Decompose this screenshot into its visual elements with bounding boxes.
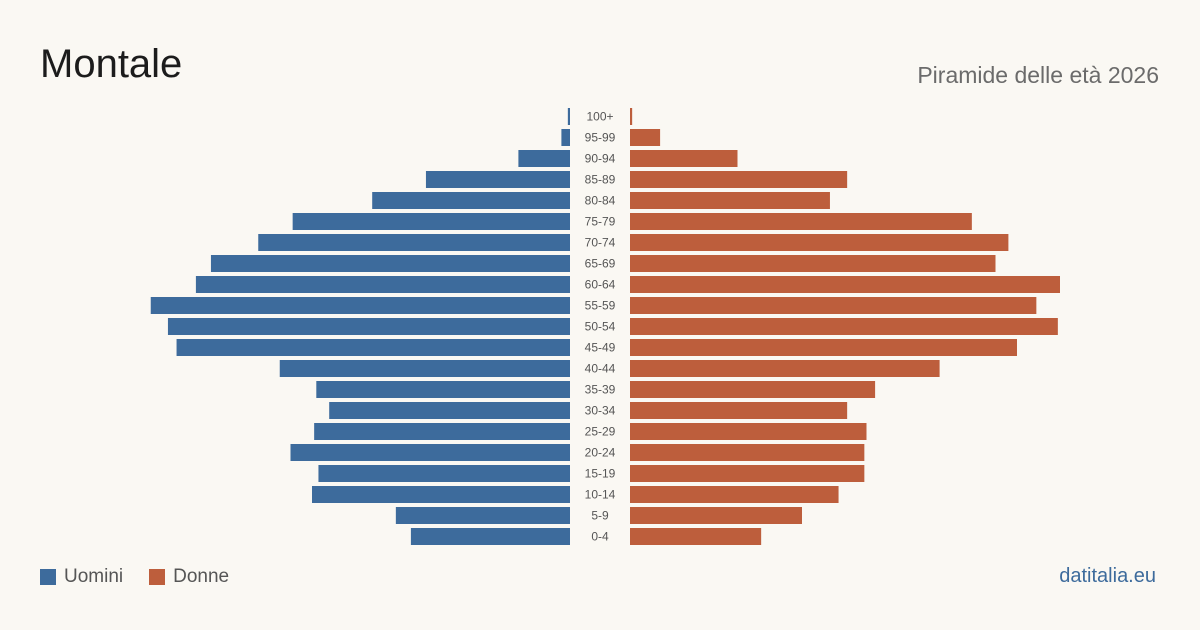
- bar-female-25-29: [630, 423, 867, 440]
- bar-male-15-19: [318, 465, 570, 482]
- bar-female-40-44: [630, 360, 940, 377]
- bar-male-20-24: [290, 444, 570, 461]
- bar-male-25-29: [314, 423, 570, 440]
- age-label-5-9: 5-9: [591, 509, 609, 523]
- legend-swatch-female: [149, 569, 166, 585]
- bar-female-80-84: [630, 192, 830, 209]
- bar-male-10-14: [312, 486, 570, 503]
- age-label-0-4: 0-4: [591, 530, 609, 544]
- age-label-10-14: 10-14: [585, 488, 616, 502]
- age-label-35-39: 35-39: [585, 383, 616, 397]
- bar-female-100plus: [630, 108, 633, 125]
- bar-female-35-39: [630, 381, 876, 398]
- bar-female-15-19: [630, 465, 865, 482]
- bar-female-95-99: [630, 129, 661, 146]
- bar-female-85-89: [630, 171, 848, 188]
- bar-female-45-49: [630, 339, 1017, 356]
- age-label-75-79: 75-79: [585, 215, 616, 229]
- age-label-80-84: 80-84: [585, 194, 616, 208]
- bar-male-80-84: [372, 192, 570, 209]
- bar-male-45-49: [176, 339, 571, 356]
- bar-female-55-59: [630, 297, 1037, 314]
- age-label-55-59: 55-59: [585, 299, 616, 313]
- legend-swatch-male: [40, 569, 56, 585]
- bar-male-95-99: [561, 129, 570, 146]
- bar-male-30-34: [329, 402, 570, 419]
- bar-female-90-94: [630, 150, 738, 167]
- age-label-60-64: 60-64: [585, 278, 616, 292]
- bar-male-60-64: [195, 276, 570, 293]
- age-label-40-44: 40-44: [585, 362, 616, 376]
- bar-male-85-89: [425, 171, 570, 188]
- bar-male-100plus: [567, 108, 570, 125]
- bar-male-90-94: [518, 150, 570, 167]
- bar-female-60-64: [630, 276, 1060, 293]
- age-label-45-49: 45-49: [585, 341, 616, 355]
- chart-title: Montale: [40, 42, 183, 86]
- age-label-70-74: 70-74: [585, 236, 616, 250]
- bar-female-20-24: [630, 444, 865, 461]
- age-label-15-19: 15-19: [585, 467, 616, 481]
- age-label-30-34: 30-34: [585, 404, 616, 418]
- age-label-100plus: 100+: [586, 110, 613, 124]
- bar-female-75-79: [630, 213, 972, 230]
- age-label-90-94: 90-94: [585, 152, 616, 166]
- bar-male-75-79: [292, 213, 570, 230]
- bar-female-0-4: [630, 528, 762, 545]
- age-label-50-54: 50-54: [585, 320, 616, 334]
- bar-male-55-59: [150, 297, 570, 314]
- bar-female-50-54: [630, 318, 1058, 335]
- bar-female-30-34: [630, 402, 848, 419]
- bar-male-35-39: [316, 381, 570, 398]
- bar-male-40-44: [279, 360, 570, 377]
- age-label-25-29: 25-29: [585, 425, 616, 439]
- age-label-95-99: 95-99: [585, 131, 616, 145]
- chart-subtitle: Piramide delle età 2026: [917, 62, 1159, 88]
- bar-female-70-74: [630, 234, 1009, 251]
- bar-male-5-9: [395, 507, 570, 524]
- bar-male-50-54: [167, 318, 570, 335]
- age-label-20-24: 20-24: [585, 446, 616, 460]
- legend-item-male: Uomini: [40, 566, 123, 588]
- legend: Uomini Donne: [40, 566, 255, 588]
- bar-male-65-69: [210, 255, 570, 272]
- bar-male-70-74: [258, 234, 570, 251]
- legend-item-female: Donne: [149, 566, 229, 588]
- legend-label-female: Donne: [173, 566, 230, 587]
- bar-male-0-4: [410, 528, 570, 545]
- legend-label-male: Uomini: [64, 566, 124, 587]
- age-label-65-69: 65-69: [585, 257, 616, 271]
- bar-female-5-9: [630, 507, 802, 524]
- bar-female-65-69: [630, 255, 996, 272]
- age-label-85-89: 85-89: [585, 173, 616, 187]
- bar-female-10-14: [630, 486, 839, 503]
- brand-link[interactable]: datitalia.eu: [1059, 565, 1156, 587]
